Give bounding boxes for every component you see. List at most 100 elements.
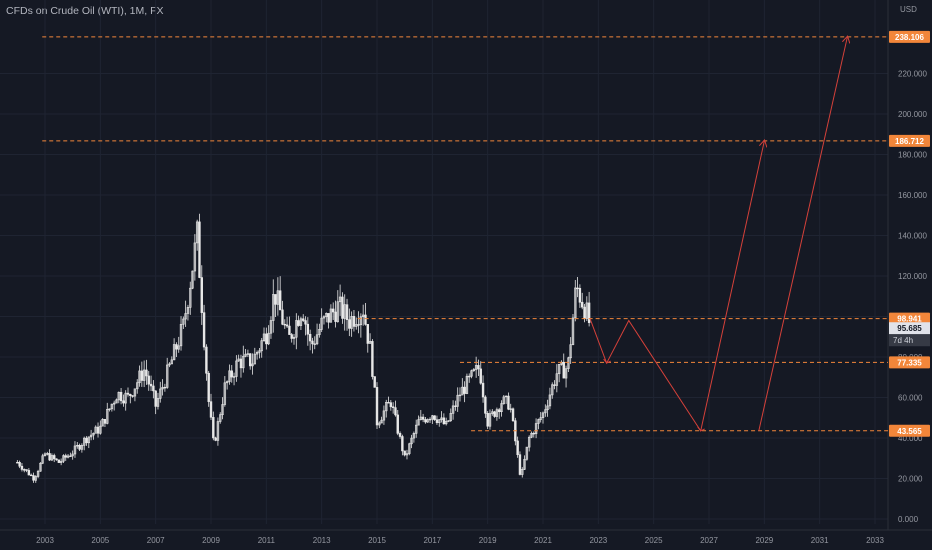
candle-body [32, 475, 35, 481]
candle-body [165, 364, 169, 388]
candle-body [348, 319, 351, 329]
candle-body [136, 382, 139, 390]
candle-body [89, 434, 93, 438]
candle-body [424, 419, 427, 423]
x-tick-label: 2019 [479, 536, 497, 545]
candle-body [389, 402, 393, 408]
candle-body [306, 323, 310, 335]
price-level-label: 186.712 [895, 137, 924, 146]
candle-body [378, 422, 381, 426]
y-tick-label: 60.000 [898, 394, 923, 403]
candle-body [221, 404, 224, 416]
candle-body [359, 316, 363, 326]
candle-body [170, 359, 174, 365]
candle-body [417, 419, 420, 426]
candle-body [237, 358, 240, 362]
candle-body [325, 313, 328, 317]
candle-body [214, 437, 217, 441]
candle-body [497, 409, 501, 413]
candle-body [228, 370, 231, 382]
candle-body [161, 386, 164, 390]
candle-body [255, 352, 259, 355]
candle-body [119, 391, 123, 402]
candle-body [115, 399, 118, 404]
candle-body [299, 318, 303, 326]
candle-body [23, 469, 26, 471]
candle-body [269, 320, 273, 334]
candle-body [103, 418, 107, 424]
candle-body [129, 394, 132, 396]
candle-body [57, 459, 61, 463]
candle-body [285, 324, 289, 327]
candle-body [442, 417, 446, 425]
candle-body [140, 370, 144, 381]
candle-body [232, 376, 236, 378]
candle-body [394, 407, 397, 416]
candle-body [500, 403, 503, 413]
candle-body [345, 304, 349, 320]
candle-body [142, 369, 146, 381]
candles [16, 213, 591, 483]
candle-body [468, 375, 471, 378]
candle-body [96, 426, 100, 434]
candle-body [382, 410, 386, 421]
candle-body [272, 294, 275, 321]
candle-body [553, 384, 556, 386]
candle-body [380, 419, 383, 424]
candle-body [435, 419, 439, 423]
candle-body [182, 318, 185, 325]
candle-body [126, 392, 130, 395]
candle-body [507, 395, 510, 410]
candle-body [461, 386, 464, 396]
price-level-tag [889, 424, 930, 437]
candle-body [278, 290, 282, 311]
candle-body [385, 402, 388, 412]
candle-body [544, 409, 547, 414]
price-level-label: 43.565 [897, 427, 922, 436]
candle-body [253, 353, 257, 365]
candle-body [458, 394, 462, 397]
price-level-tag [889, 30, 930, 43]
countdown-tag [889, 334, 930, 347]
candle-body [311, 340, 314, 345]
candle-body [216, 421, 220, 441]
candle-body [555, 373, 559, 386]
price-level-tag [889, 312, 930, 325]
y-tick-label: 220.000 [898, 70, 927, 79]
candle-body [184, 313, 187, 320]
candle-body [350, 316, 353, 329]
candle-body [408, 443, 411, 454]
candle-body [421, 416, 425, 420]
candle-body [27, 470, 31, 476]
projection-path-arrow[interactable] [589, 141, 764, 433]
candle-body [168, 363, 171, 366]
candle-body [193, 242, 197, 272]
candle-body [276, 290, 280, 305]
candle-body [219, 414, 222, 422]
candle-body [551, 384, 554, 396]
candle-body [366, 324, 369, 344]
candle-body [334, 311, 337, 322]
projection-turn-mark [697, 426, 705, 432]
candle-body [410, 437, 413, 445]
x-tick-label: 2029 [755, 536, 773, 545]
candle-body [571, 317, 575, 345]
y-tick-label: 20.000 [898, 475, 923, 484]
x-tick-label: 2031 [811, 536, 829, 545]
candle-body [414, 424, 418, 434]
candle-body [59, 460, 63, 463]
candle-body [209, 401, 213, 418]
x-tick-label: 2017 [423, 536, 441, 545]
candle-body [523, 458, 526, 470]
candle-body [527, 436, 531, 448]
candle-body [368, 341, 372, 344]
countdown-label: 7d 4h [893, 336, 913, 345]
candle-body [521, 469, 524, 475]
projection-long-arrow[interactable] [758, 37, 848, 432]
x-tick-label: 2009 [202, 536, 220, 545]
candle-body [297, 320, 300, 326]
candle-body [548, 394, 552, 407]
